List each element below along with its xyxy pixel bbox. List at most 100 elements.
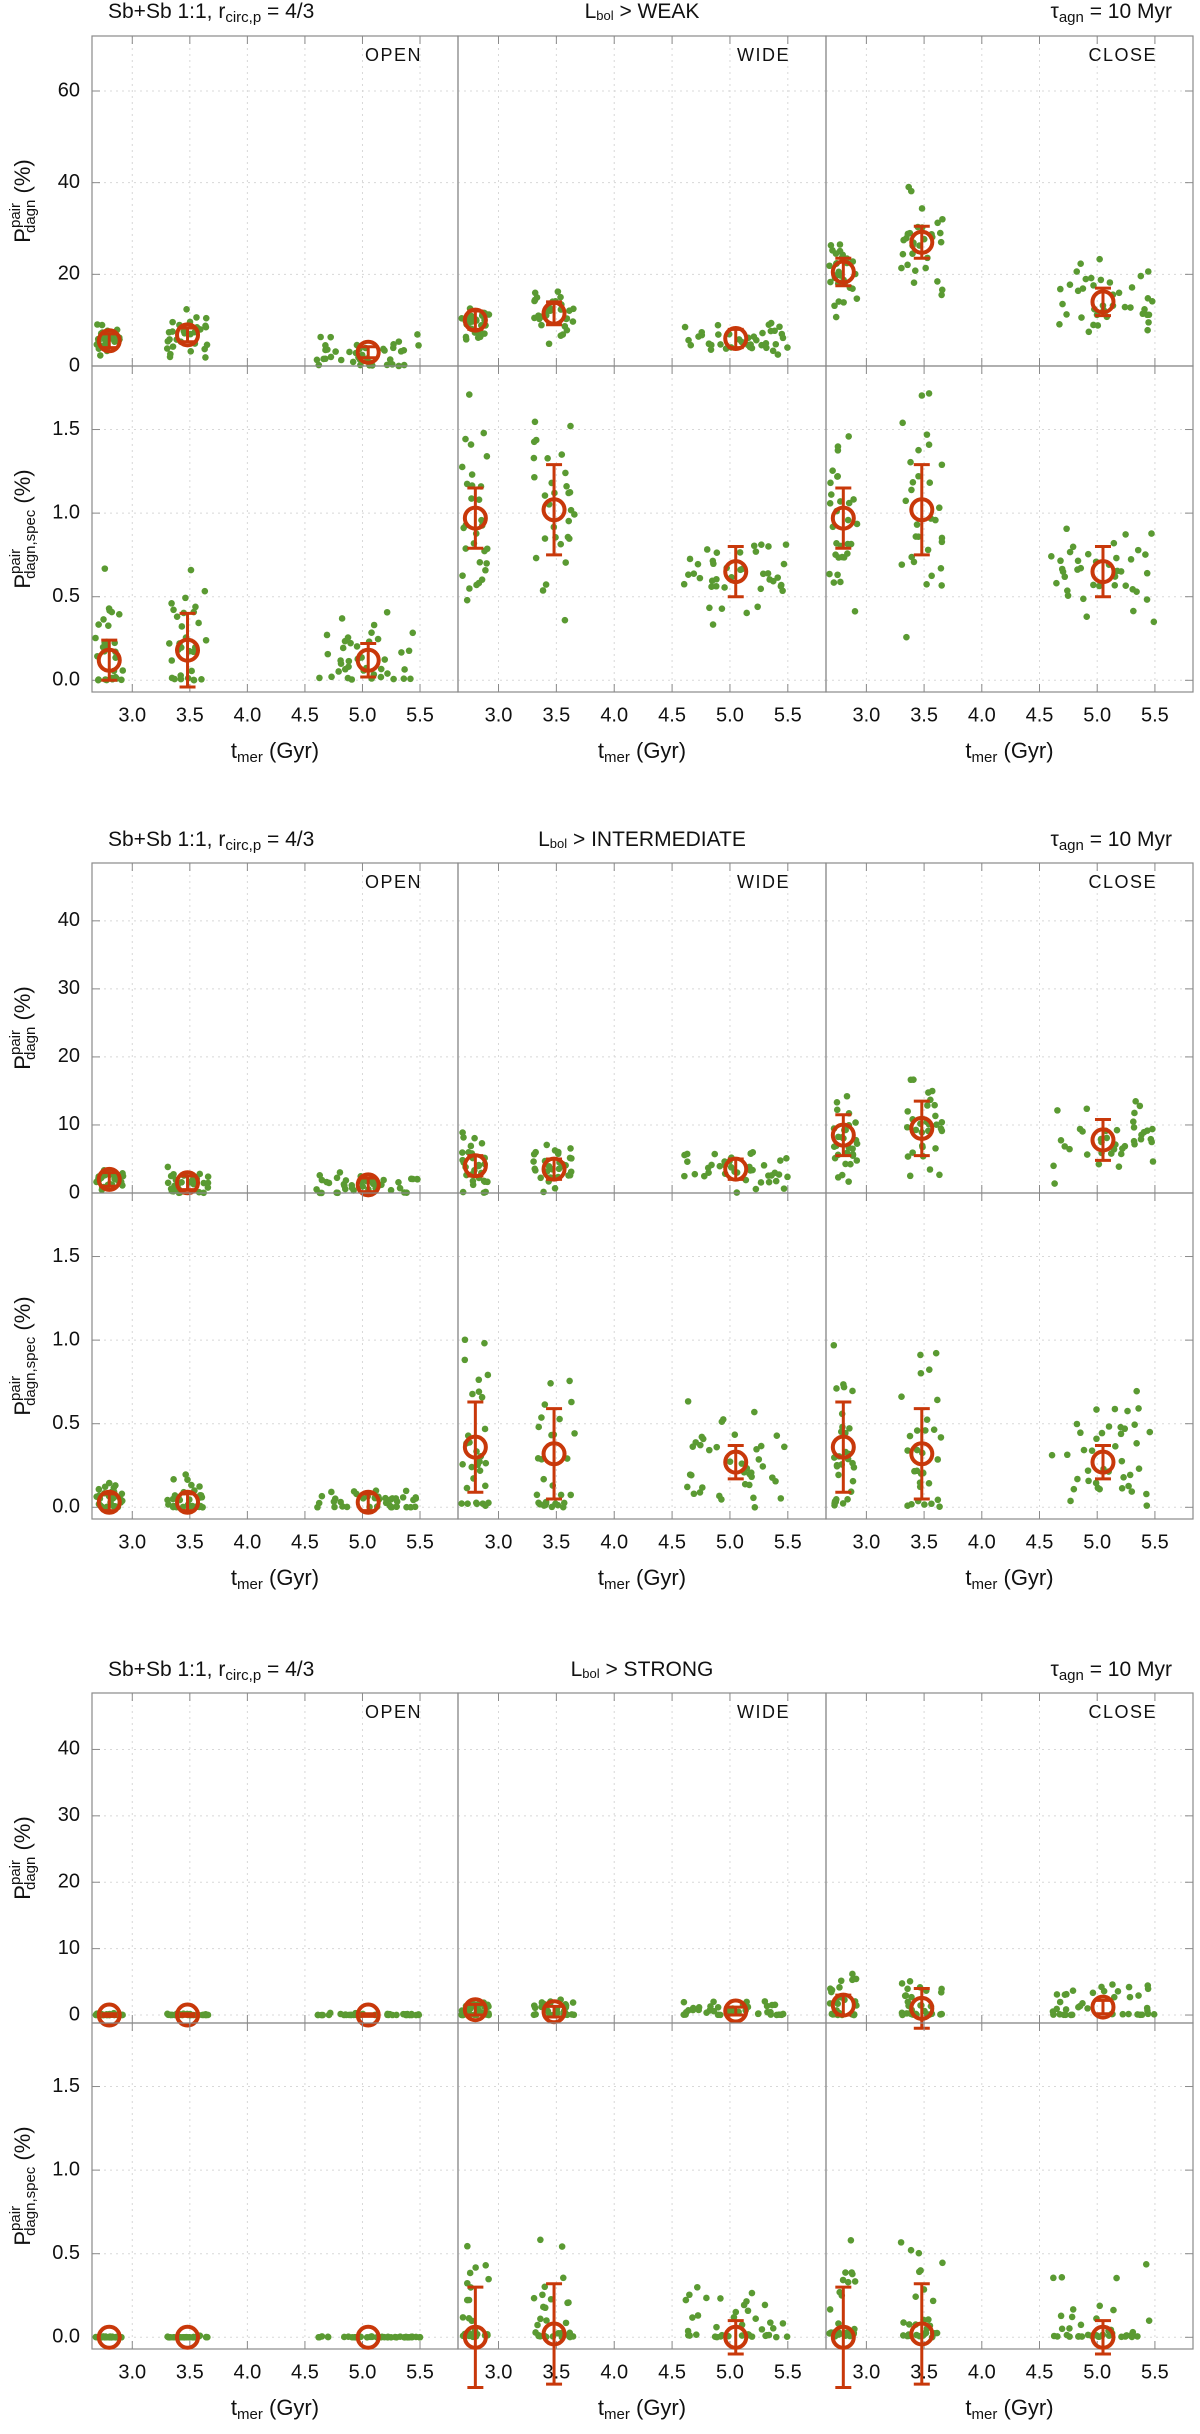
data-point [926, 1166, 934, 1173]
data-point [1105, 2332, 1113, 2339]
data-point [938, 291, 945, 299]
data-point [904, 1447, 911, 1454]
data-point [1059, 300, 1066, 308]
median-marker [355, 1172, 381, 1198]
data-point [826, 570, 833, 578]
data-point [350, 1488, 358, 1495]
data-point [1083, 613, 1091, 620]
data-point [342, 1177, 350, 1184]
data-point [767, 2319, 774, 2326]
data-point [695, 333, 702, 340]
data-point [1140, 1128, 1148, 1136]
data-point [465, 391, 473, 398]
data-point [1136, 1102, 1144, 1110]
data-point [923, 1416, 931, 1423]
data-point [474, 334, 482, 341]
y-tick-label: 1.0 [52, 1328, 80, 1350]
data-point [826, 262, 833, 270]
median-marker [541, 1999, 567, 2025]
data-point [331, 1503, 338, 1511]
y-tick-label: 1.5 [52, 1245, 80, 1267]
data-point [755, 1456, 763, 1463]
data-point [765, 543, 772, 550]
data-point [708, 341, 715, 349]
x-tick-label: 4.0 [968, 704, 996, 726]
data-point [904, 1153, 912, 1160]
data-point [1135, 1405, 1142, 1412]
data-point [779, 587, 786, 595]
data-point [784, 1173, 791, 1181]
data-point [713, 549, 721, 557]
data-point [835, 298, 843, 305]
panel-frame [91, 2022, 459, 2350]
data-point [102, 334, 110, 342]
data-point [313, 356, 321, 364]
y-axis-label: Ppairdagn,spec (%) [7, 469, 39, 588]
data-point [1142, 551, 1149, 558]
data-point [95, 621, 102, 628]
data-point [543, 1141, 551, 1149]
panel-close-row0: CLOSE [825, 1692, 1194, 2030]
data-point [458, 463, 466, 471]
data-point [484, 1371, 492, 1379]
median-marker [462, 1434, 488, 1460]
median-marker [909, 497, 935, 523]
data-point [165, 1501, 172, 1508]
data-point [353, 643, 361, 650]
data-point [465, 2315, 473, 2322]
data-point [316, 674, 323, 682]
x-tick-label: 4.0 [600, 1531, 628, 1553]
data-point [1133, 588, 1140, 595]
data-point [924, 1102, 931, 1109]
data-point [331, 1495, 339, 1502]
x-tick-label: 5.0 [716, 2361, 744, 2383]
data-point [1066, 1145, 1073, 1153]
data-point [1126, 1471, 1134, 1479]
data-point [767, 2011, 775, 2018]
data-point [1125, 1983, 1133, 1991]
data-point [461, 1336, 469, 1344]
data-point [202, 354, 209, 361]
data-point [324, 650, 332, 658]
x-tick-label: 4.5 [1026, 704, 1054, 726]
median-marker [830, 1434, 856, 1460]
data-point [1119, 2010, 1127, 2018]
data-point [1093, 1406, 1100, 1413]
data-point [541, 2304, 549, 2312]
y-tick-label: 0 [69, 2003, 80, 2025]
data-point [170, 606, 177, 614]
panel-close-row0: CLOSE [825, 35, 1194, 367]
data-point [551, 1184, 559, 1192]
data-point [906, 1172, 914, 1180]
data-point [562, 469, 569, 477]
data-point [773, 2333, 780, 2341]
data-point [415, 342, 422, 349]
data-point [1146, 1428, 1154, 1436]
data-point [912, 2293, 919, 2301]
y-tick-label: 1.0 [52, 501, 80, 523]
data-point [1135, 1465, 1143, 1473]
data-point [772, 1477, 779, 1485]
data-point [1084, 2005, 1091, 2012]
data-point [757, 1442, 765, 1450]
data-point [1077, 1429, 1084, 1437]
data-point [196, 1483, 203, 1490]
data-point [1066, 548, 1074, 556]
data-point [168, 674, 176, 682]
median-marker [830, 1122, 856, 1148]
x-tick-label: 4.5 [658, 1531, 686, 1553]
data-point [682, 2296, 690, 2304]
data-point [1148, 530, 1155, 537]
data-point [712, 582, 720, 590]
median-marker [175, 322, 201, 348]
data-point [780, 1185, 788, 1192]
data-point [1050, 2332, 1058, 2340]
data-point [1076, 1125, 1084, 1133]
x-tick-label: 3.5 [176, 2361, 204, 2383]
data-point [469, 1177, 477, 1185]
data-point [911, 1467, 918, 1475]
data-point [925, 1089, 932, 1096]
data-point [393, 1503, 400, 1510]
data-point [481, 1339, 488, 1347]
data-point [554, 1150, 562, 1158]
